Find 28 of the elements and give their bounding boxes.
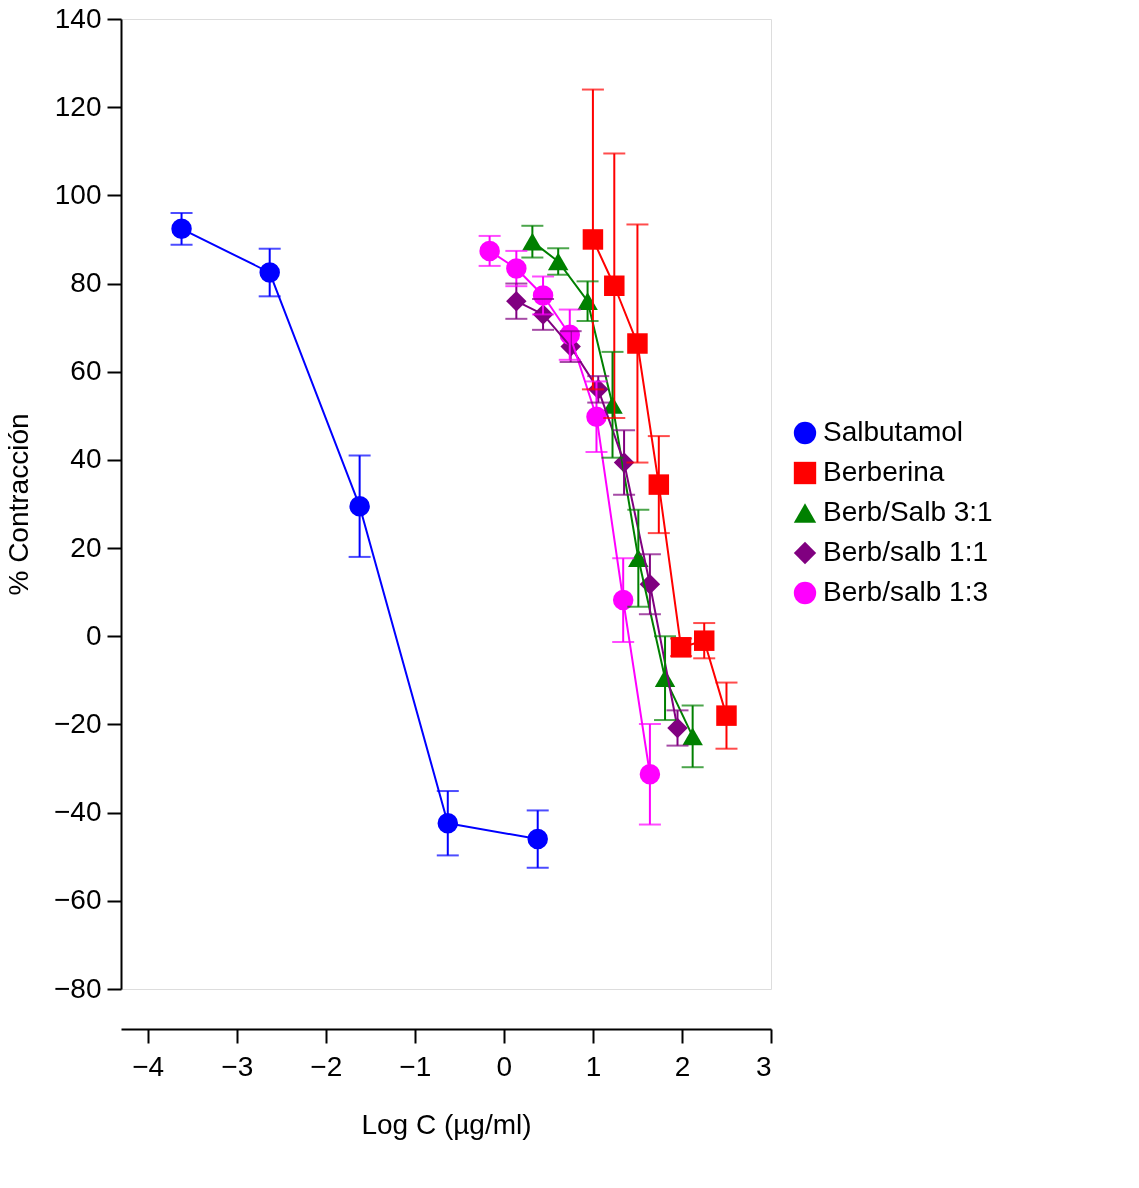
x-tick-label: 0 (496, 1050, 513, 1082)
y-tick-label: 120 (54, 90, 102, 122)
point (716, 705, 737, 726)
x-axis-title: Log C (µg/ml) (361, 1108, 532, 1140)
x-tick-label: 1 (585, 1050, 602, 1082)
x-tick-label: 3 (755, 1050, 772, 1082)
y-tick-label: 60 (70, 355, 102, 387)
x-tick-label: −4 (132, 1050, 165, 1082)
y-tick-label: 100 (54, 178, 102, 210)
legend-label: Berb/salb 1:1 (823, 536, 988, 567)
x-tick-label: −2 (310, 1050, 343, 1082)
legend-label: Berb/Salb 3:1 (823, 496, 993, 527)
y-tick-label: −80 (54, 972, 102, 1004)
y-tick-label: 0 (85, 619, 102, 651)
y-tick-label: 140 (54, 2, 102, 34)
x-tick-label: 2 (674, 1050, 691, 1082)
y-axis-title: % Contracción (3, 413, 34, 596)
y-tick-label: −40 (54, 796, 102, 828)
legend-label: Berberina (823, 456, 945, 487)
x-tick-label: −3 (221, 1050, 254, 1082)
y-tick-label: 80 (70, 267, 102, 299)
legend-label: Berb/salb 1:3 (823, 576, 988, 607)
y-tick-label: 40 (70, 443, 102, 475)
legend-label: Salbutamol (823, 416, 964, 447)
y-tick-label: −60 (54, 884, 102, 916)
y-tick-label: −20 (54, 707, 102, 739)
y-tick-label: 20 (70, 531, 102, 563)
x-tick-label: −1 (399, 1050, 432, 1082)
